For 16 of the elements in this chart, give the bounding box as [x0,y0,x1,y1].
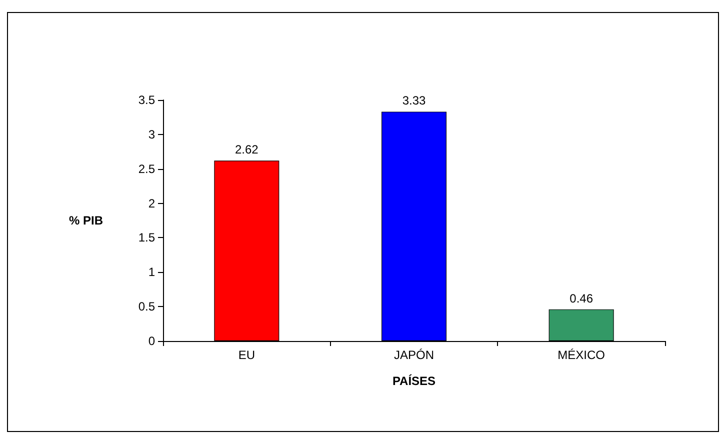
y-tick-label: 3.5 [138,93,156,107]
data-label: 2.62 [234,142,259,157]
x-tick-label: MÉXICO [558,348,606,362]
y-tick-label: 3 [148,127,156,142]
x-axis-title: PAÍSES [392,374,436,388]
y-tick-label: 1.5 [138,230,156,245]
y-tick-label: 0 [148,334,156,348]
y-tick-label: 0.5 [138,300,156,314]
data-label: 3.33 [402,94,426,108]
y-tick-label: 2 [148,196,156,210]
y-tick-label: 1 [148,265,156,280]
y-axis-title: % PIB [68,214,104,228]
y-tick-label: 2.5 [138,162,156,176]
data-label: 0.46 [570,291,594,306]
x-tick-label: JAPÓN [394,348,434,362]
x-tick-label: EU [238,348,256,362]
